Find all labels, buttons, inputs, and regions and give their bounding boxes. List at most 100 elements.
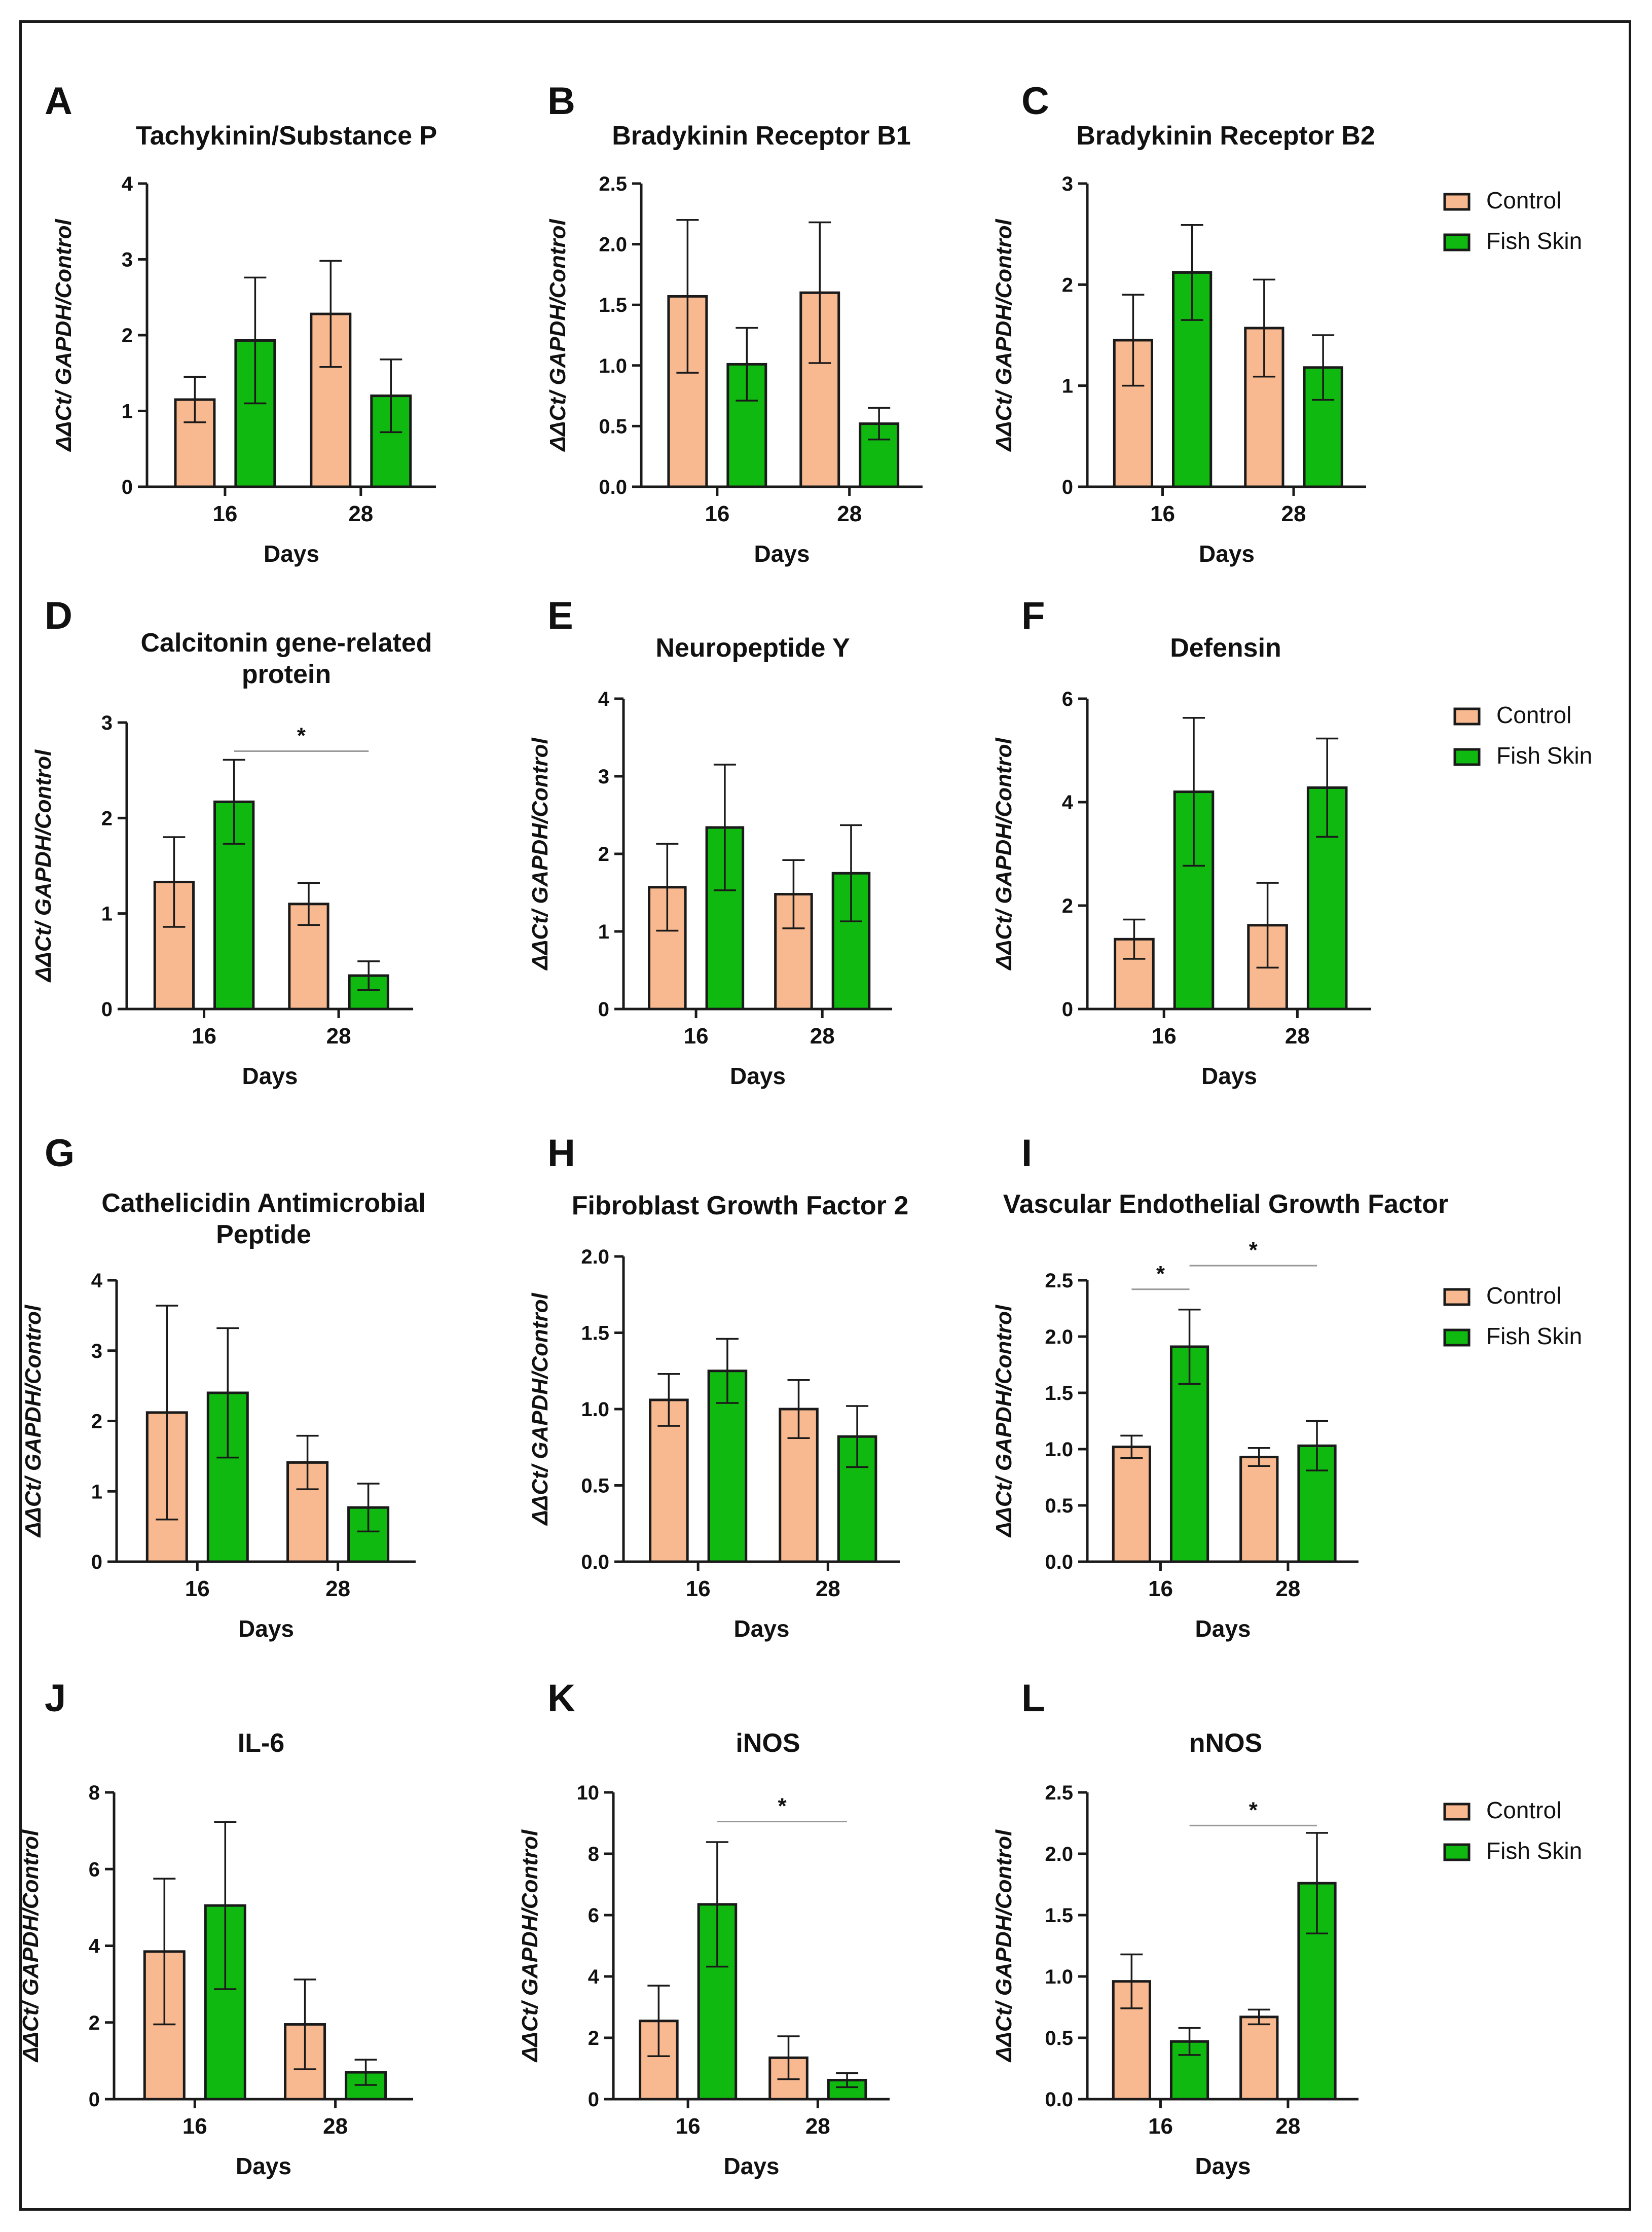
bar-control-16 bbox=[649, 1398, 689, 1563]
legend-label: Fish Skin bbox=[1486, 1323, 1582, 1349]
x-tick-label: 28 bbox=[348, 501, 373, 526]
y-tick-label: 0.5 bbox=[1045, 2027, 1073, 2049]
x-tick-label: 28 bbox=[1275, 2114, 1300, 2139]
y-tick-label: 0.5 bbox=[1045, 1495, 1073, 1517]
legend-label: Control bbox=[1486, 187, 1561, 213]
panel-title: Tachykinin/Substance P bbox=[136, 121, 437, 151]
legend-swatch-control bbox=[1443, 1288, 1471, 1306]
y-tick-label: 2 bbox=[1062, 274, 1073, 296]
y-tick-label: 2.0 bbox=[1045, 1843, 1073, 1865]
x-axis-title: Days bbox=[1201, 1063, 1257, 1089]
y-tick-label: 2.5 bbox=[1045, 1270, 1073, 1292]
x-tick-label: 28 bbox=[816, 1576, 840, 1601]
x-tick-label: 28 bbox=[1285, 1024, 1310, 1049]
y-tick-label: 0.5 bbox=[581, 1475, 609, 1497]
panel-letter: G bbox=[45, 1132, 75, 1175]
y-tick-label: 1.5 bbox=[1045, 1382, 1073, 1405]
legend-swatch-fish-skin bbox=[1453, 748, 1481, 766]
x-tick-label: 28 bbox=[1275, 1576, 1300, 1601]
y-axis-title: ΔΔCt/ GAPDH/Control bbox=[545, 219, 570, 452]
panel-title: nNOS bbox=[1189, 1729, 1262, 1758]
y-tick-label: 4 bbox=[1062, 791, 1074, 814]
legend-label: Fish Skin bbox=[1496, 742, 1592, 769]
legend: Control Fish Skin bbox=[1443, 1282, 1582, 1349]
panel-letter: I bbox=[1021, 1132, 1032, 1175]
y-tick-label: 0.0 bbox=[599, 476, 627, 498]
x-axis-title: Days bbox=[236, 2153, 291, 2179]
y-axis-title: ΔΔCt/ GAPDH/Control bbox=[992, 737, 1016, 970]
significance-star: * bbox=[1249, 1797, 1258, 1822]
y-tick-label: 2.0 bbox=[581, 1246, 609, 1268]
y-tick-label: 6 bbox=[1062, 688, 1073, 710]
panel-title: Neuropeptide Y bbox=[655, 633, 850, 663]
x-tick-label: 28 bbox=[810, 1024, 835, 1049]
y-tick-label: 1 bbox=[598, 921, 609, 943]
legend-swatch-fish-skin bbox=[1443, 233, 1471, 251]
y-tick-label: 3 bbox=[91, 1340, 102, 1362]
x-axis-title: Days bbox=[730, 1063, 786, 1089]
y-tick-label: 8 bbox=[588, 1843, 599, 1865]
panel-title: Vascular Endothelial Growth Factor bbox=[1003, 1190, 1448, 1219]
y-tick-label: 2.0 bbox=[1045, 1326, 1073, 1348]
y-tick-label: 0.0 bbox=[581, 1551, 609, 1573]
bar-fish-skin-28 bbox=[859, 422, 900, 488]
legend: Control Fish Skin bbox=[1443, 1797, 1582, 1864]
y-axis-title: ΔΔCt/ GAPDH/Control bbox=[21, 1305, 46, 1538]
significance-star: * bbox=[1156, 1262, 1165, 1286]
y-tick-label: 0.0 bbox=[1045, 1551, 1073, 1573]
y-tick-label: 2 bbox=[89, 2012, 100, 2034]
y-axis-title: ΔΔCt/ GAPDH/Control bbox=[528, 737, 553, 970]
y-tick-label: 4 bbox=[91, 1270, 103, 1292]
bar-control-28 bbox=[779, 1408, 819, 1563]
y-tick-label: 1.0 bbox=[1045, 1966, 1073, 1988]
x-axis-title: Days bbox=[242, 1063, 298, 1089]
panel-title: IL-6 bbox=[238, 1729, 284, 1758]
y-tick-label: 0 bbox=[122, 476, 133, 498]
y-tick-label: 1 bbox=[1062, 375, 1073, 398]
x-tick-label: 28 bbox=[1281, 501, 1306, 526]
y-tick-label: 0 bbox=[1062, 998, 1073, 1021]
x-axis-title: Days bbox=[724, 2153, 780, 2179]
panel-title: iNOS bbox=[736, 1729, 800, 1758]
x-tick-label: 16 bbox=[686, 1576, 711, 1601]
y-tick-label: 4 bbox=[598, 688, 610, 710]
y-axis-title: ΔΔCt/ GAPDH/Control bbox=[518, 1829, 542, 2063]
panel-title: Cathelicidin Antimicrobial bbox=[101, 1189, 426, 1218]
x-tick-label: 16 bbox=[192, 1024, 216, 1049]
y-tick-label: 1 bbox=[122, 401, 133, 423]
y-tick-label: 0 bbox=[598, 998, 609, 1021]
y-tick-label: 0.0 bbox=[1045, 2089, 1073, 2111]
panel-letter: D bbox=[45, 594, 72, 637]
legend-label: Fish Skin bbox=[1486, 228, 1582, 254]
x-axis-title: Days bbox=[1195, 1615, 1251, 1642]
panel-letter: F bbox=[1021, 594, 1045, 637]
y-axis-title: ΔΔCt/ GAPDH/Control bbox=[992, 1829, 1016, 2063]
panel-title: protein bbox=[242, 660, 331, 689]
panel-f: F Defensin 0 2 4 6 16 28 Days ΔΔCt/ GAPDH/Control bbox=[992, 594, 1371, 1089]
y-tick-label: 0 bbox=[91, 1551, 102, 1573]
y-tick-label: 10 bbox=[577, 1782, 600, 1804]
panel-title: Fibroblast Growth Factor 2 bbox=[572, 1191, 909, 1220]
y-tick-label: 1.5 bbox=[581, 1322, 609, 1345]
panel-i: I Vascular Endothelial Growth Factor 0.0 0.… bbox=[992, 1132, 1448, 1642]
y-tick-label: 2.5 bbox=[599, 173, 627, 195]
x-tick-label: 28 bbox=[805, 2114, 830, 2139]
panel-letter: J bbox=[45, 1677, 66, 1720]
y-tick-label: 0 bbox=[89, 2089, 100, 2111]
x-axis-title: Days bbox=[1195, 2153, 1251, 2179]
y-tick-label: 6 bbox=[588, 1904, 599, 1927]
legend-label: Control bbox=[1486, 1797, 1561, 1823]
x-tick-label: 16 bbox=[676, 2114, 701, 2139]
legend: Control Fish Skin bbox=[1443, 187, 1582, 254]
x-tick-label: 16 bbox=[1148, 1576, 1173, 1601]
x-tick-label: 16 bbox=[684, 1024, 709, 1049]
y-tick-label: 1.0 bbox=[581, 1398, 609, 1421]
y-tick-label: 2 bbox=[122, 325, 133, 347]
y-tick-label: 4 bbox=[89, 1935, 100, 1958]
panel-letter: C bbox=[1021, 80, 1049, 123]
